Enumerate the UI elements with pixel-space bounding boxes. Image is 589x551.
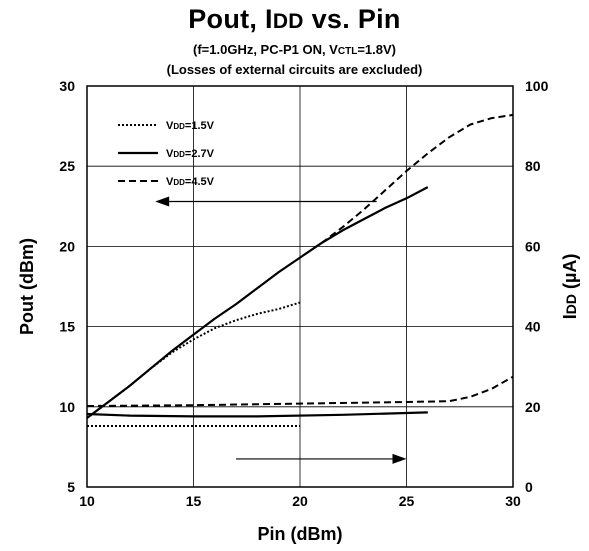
arrow-right: [236, 453, 407, 464]
y-tick-label: 10: [59, 399, 75, 415]
series-line-idd-vdd-2-7v: [86, 411, 428, 418]
x-tick-label: 20: [292, 493, 308, 509]
y-axis-label: Pout (dBm): [17, 238, 37, 335]
y2-tick-label: 40: [525, 319, 541, 335]
y-tick-label: 30: [59, 78, 75, 94]
chart-subtitle: (f=1.0GHz, PC-P1 ON, VCTL=1.8V): [193, 42, 396, 57]
arrow-head: [392, 453, 407, 464]
x-axis-label: Pin (dBm): [258, 524, 343, 544]
series-line-pout-vdd-2-7v: [86, 186, 429, 419]
legend-label: VDD=1.5V: [166, 120, 215, 132]
x-tick-label: 30: [505, 493, 521, 509]
legend: VDD=1.5V VDD=2.7V VDD=4.5V: [118, 120, 215, 188]
y2-tick-label: 20: [525, 399, 541, 415]
y-tick-label: 5: [67, 479, 75, 495]
series-layer: [86, 113, 514, 427]
y-tick-label: 20: [59, 238, 75, 254]
y-tick-label: 25: [59, 158, 75, 174]
chart-title: Pout, IDD vs. Pin: [188, 4, 401, 34]
x-tick-label: 15: [186, 493, 202, 509]
plot-frame: [86, 85, 514, 488]
y-tick-label: 15: [59, 319, 75, 335]
series-line-pout-vdd-4-5v: [320, 113, 514, 244]
arrow-head: [155, 196, 170, 207]
x-tick-label: 25: [399, 493, 415, 509]
legend-label: VDD=2.7V: [166, 148, 215, 160]
arrow-left: [155, 196, 377, 207]
annotation-arrows: [155, 196, 407, 464]
legend-label: VDD=4.5V: [166, 176, 215, 188]
y2-tick-label: 100: [525, 78, 549, 94]
x-tick-label: 10: [79, 493, 95, 509]
chart-subtitle-note: (Losses of external circuits are exclude…: [166, 62, 423, 77]
y2-tick-label: 0: [525, 479, 533, 495]
y2-tick-label: 60: [525, 238, 541, 254]
y2-tick-label: 80: [525, 158, 541, 174]
grid: [87, 86, 513, 487]
y2-axis-label: IDD (µA): [560, 254, 580, 320]
series-line-idd-vdd-4-5v: [86, 375, 514, 407]
